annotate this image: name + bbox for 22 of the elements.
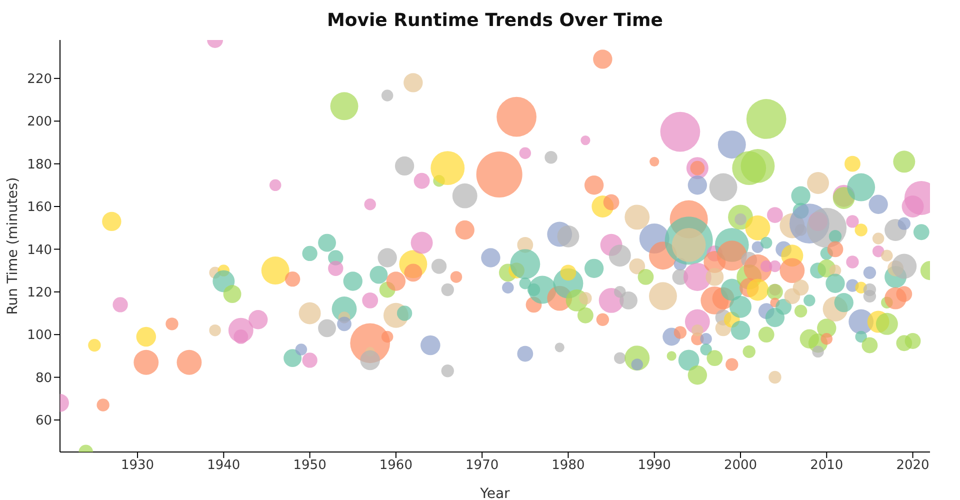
x-tick-label: 2020 bbox=[896, 458, 930, 474]
chart-title: Movie Runtime Trends Over Time bbox=[326, 10, 664, 31]
x-tick-label: 1990 bbox=[638, 458, 671, 474]
y-axis-title: Run Time (minutes) bbox=[4, 177, 21, 315]
y-tick-label: 180 bbox=[27, 157, 52, 172]
x-axis-title: Year bbox=[479, 486, 510, 500]
y-tick-label: 80 bbox=[35, 370, 52, 386]
y-tick-label: 100 bbox=[27, 328, 52, 344]
y-tick-label: 220 bbox=[27, 72, 52, 88]
y-tick-label: 160 bbox=[27, 200, 52, 216]
y-tick-label: 140 bbox=[27, 242, 52, 258]
y-tick-label: 60 bbox=[35, 414, 52, 429]
x-tick-label: 1930 bbox=[120, 458, 154, 474]
y-tick-label: 120 bbox=[27, 286, 52, 301]
x-tick-label: 2000 bbox=[724, 458, 758, 474]
x-tick-label: 1960 bbox=[379, 458, 412, 474]
y-tick-label: 200 bbox=[27, 114, 52, 130]
x-tick-label: 2010 bbox=[810, 458, 844, 474]
x-tick-label: 1970 bbox=[466, 458, 499, 474]
x-tick-label: 1940 bbox=[207, 458, 240, 474]
x-tick-label: 1950 bbox=[293, 458, 326, 474]
x-tick-label: 1980 bbox=[552, 458, 585, 474]
